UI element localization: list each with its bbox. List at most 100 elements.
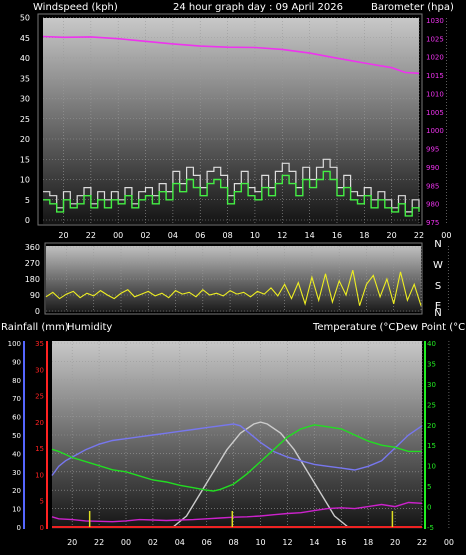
baro-tick-label: 1020: [426, 54, 444, 62]
temperature-tick-label: 25: [427, 401, 436, 409]
temp-time-tick-label: 10: [255, 538, 265, 547]
time-tick-label: 08: [222, 231, 232, 240]
rainfall-tick-label: 25: [35, 393, 44, 401]
temp-time-tick-label: 00: [121, 538, 131, 547]
direction-tick-label: 0: [35, 307, 40, 316]
wind-tick-label: 15: [20, 155, 30, 164]
temp-hum-plot: [52, 341, 422, 529]
temperature-tick-label: 10: [427, 463, 436, 471]
wind-baro-plot: [43, 18, 419, 224]
wind-direction-line: [45, 269, 422, 306]
direction-letter: N: [434, 308, 441, 319]
time-tick-label: 16: [332, 231, 342, 240]
humidity-tick-label: 80: [12, 377, 21, 385]
humidity-tick-label: 30: [12, 469, 21, 477]
temp-time-tick-label: 04: [175, 538, 185, 547]
time-tick-label: 02: [140, 231, 150, 240]
baro-tick-label: 1015: [426, 72, 444, 80]
humidity-tick-label: 60: [12, 414, 21, 422]
temp-time-tick-label: 16: [336, 538, 346, 547]
temp-time-tick-label: 08: [229, 538, 239, 547]
baro-tick-label: 1030: [426, 17, 444, 25]
time-tick-label: 20: [58, 231, 68, 240]
direction-tick-label: 90: [30, 291, 40, 300]
temperature-tick-label: 0: [427, 504, 431, 512]
humidity-tick-label: 100: [8, 340, 21, 348]
wind-tick-label: 50: [20, 14, 30, 23]
humidity-tick-label: 50: [12, 432, 21, 440]
humidity-tick-label: 70: [12, 395, 21, 403]
dewpoint-line: [51, 501, 423, 523]
time-tick-label: 06: [195, 231, 205, 240]
temp-time-tick-label: 18: [363, 538, 373, 547]
baro-tick-label: 990: [426, 164, 439, 172]
baro-tick-label: 985: [426, 182, 439, 190]
barometer-line: [42, 35, 420, 75]
temperature-tick-label: 5: [427, 483, 431, 491]
baro-tick-label: 1000: [426, 127, 444, 135]
temp-time-tick-label: 20: [67, 538, 77, 547]
temp-time-tick-label: 00: [444, 538, 454, 547]
time-tick-label: 14: [305, 231, 315, 240]
temp-time-tick-label: 22: [417, 538, 427, 547]
humidity-line: [51, 423, 423, 476]
humidity-tick-label: 0: [17, 524, 21, 532]
direction-tick-label: 270: [25, 259, 40, 268]
direction-letter: W: [433, 260, 443, 271]
wind-baro-panel: [37, 13, 423, 226]
rainfall-tick-label: 35: [35, 340, 44, 348]
time-tick-label: 04: [168, 231, 178, 240]
temperature-tick-label: 15: [427, 442, 436, 450]
time-tick-label: 12: [277, 231, 287, 240]
humidity-tick-label: 10: [12, 506, 21, 514]
time-tick-label: 18: [359, 231, 369, 240]
temperature-axis-label: Temperature (°C): [312, 322, 399, 333]
direction-panel: [44, 242, 423, 315]
time-tick-label: 00: [441, 231, 451, 240]
temp-time-tick-label: 12: [282, 538, 292, 547]
wind-tick-label: 45: [20, 34, 30, 43]
temp-time-tick-label: 14: [309, 538, 319, 547]
time-tick-label: 22: [86, 231, 96, 240]
barometer-axis-label: Barometer (hpa): [371, 2, 454, 13]
temp-time-tick-label: 02: [148, 538, 158, 547]
wind-tick-label: 30: [20, 95, 30, 104]
rainfall-axis-label: Rainfall (mm): [1, 322, 69, 333]
wind-tick-label: 35: [20, 74, 30, 83]
direction-tick-label: 180: [25, 275, 40, 284]
wind-axis-label: Windspeed (kph): [33, 2, 118, 13]
rainfall-tick-label: 20: [35, 419, 44, 427]
humidity-tick-label: 90: [12, 358, 21, 366]
direction-letter: S: [435, 281, 441, 292]
time-tick-label: 22: [414, 231, 424, 240]
wind-tick-label: 10: [20, 176, 30, 185]
humidity-tick-label: 20: [12, 487, 21, 495]
baro-tick-label: 1010: [426, 90, 444, 98]
temp-time-tick-label: 06: [202, 538, 212, 547]
humidity-tick-label: 40: [12, 450, 21, 458]
dewpoint-axis-label: Dew Point (°C): [396, 322, 466, 333]
time-tick-label: 00: [113, 231, 123, 240]
temp-time-tick-label: 20: [390, 538, 400, 547]
temp-time-tick-label: 22: [94, 538, 104, 547]
temperature-tick-label: 40: [427, 340, 436, 348]
direction-tick-label: 360: [25, 243, 40, 252]
wind-tick-label: 0: [25, 216, 30, 225]
wind-tick-label: 20: [20, 135, 30, 144]
wind-tick-label: 5: [25, 196, 30, 205]
wind-tick-label: 40: [20, 54, 30, 63]
baro-tick-label: 1025: [426, 35, 444, 43]
baro-tick-label: 980: [426, 201, 439, 209]
rainfall-tick-label: 30: [35, 366, 44, 374]
temperature-line: [51, 424, 422, 492]
time-tick-label: 20: [387, 231, 397, 240]
graph-title: 24 hour graph day : 09 April 2026: [173, 2, 343, 13]
time-tick-label: 10: [250, 231, 260, 240]
rainfall-tick-label: 5: [40, 498, 44, 506]
temperature-tick-label: -5: [427, 524, 434, 532]
direction-letter: N: [434, 239, 441, 250]
baro-tick-label: 1005: [426, 109, 444, 117]
baro-tick-label: 995: [426, 146, 439, 154]
rainfall-tick-label: 0: [40, 524, 44, 532]
